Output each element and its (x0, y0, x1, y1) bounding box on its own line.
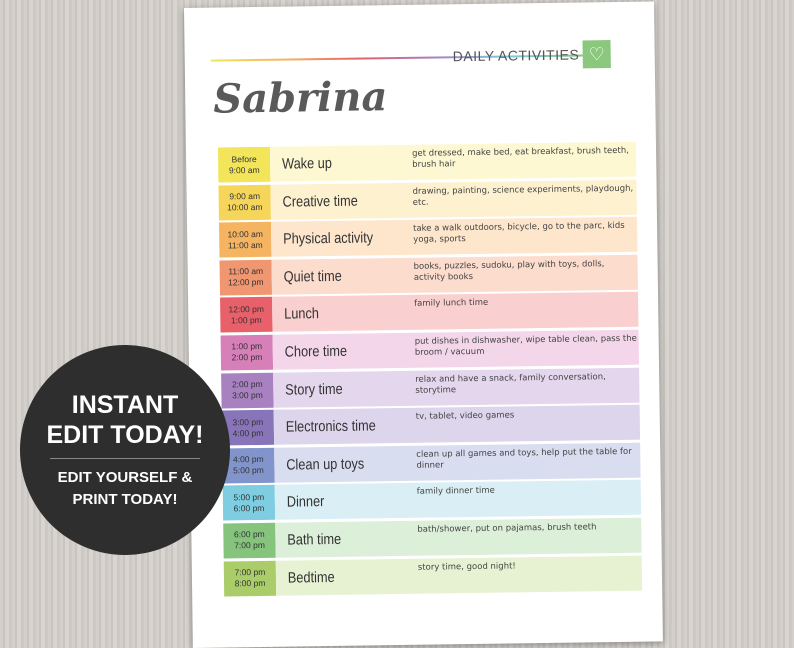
time-cell: 1:00 pm 2:00 pm (220, 334, 274, 371)
time-from: 10:00 am (227, 228, 263, 240)
table-row: 10:00 am 11:00 am Physical activity take… (219, 216, 638, 258)
time-from: Before (231, 153, 257, 164)
page-title: DAILY ACTIVITIES (452, 46, 580, 65)
time-cell: 9:00 am 10:00 am (218, 184, 271, 221)
activity-name: Creative time (282, 192, 358, 211)
time-to: 5:00 pm (233, 465, 264, 476)
time-cell: 5:00 pm 6:00 pm (222, 485, 276, 521)
time-from: 12:00 pm (228, 303, 264, 315)
activity-name: Clean up toys (286, 455, 365, 474)
table-row: 4:00 pm 5:00 pm Clean up toys clean up a… (222, 442, 641, 484)
activity-description: story time, good night! (417, 560, 516, 573)
table-row: 3:00 pm 4:00 pm Electronics time tv, tab… (221, 404, 641, 446)
activity-name: Bath time (287, 530, 342, 549)
activity-name: Story time (285, 380, 343, 399)
table-row: 9:00 am 10:00 am Creative time drawing, … (218, 179, 637, 221)
activity-description: family lunch time (414, 298, 489, 310)
badge-line: EDIT TODAY! (46, 420, 204, 449)
time-cell: 6:00 pm 7:00 pm (223, 522, 276, 559)
activity-name: Quiet time (283, 267, 342, 286)
table-row: Before 9:00 am Wake up get dressed, make… (217, 141, 637, 183)
activity-name: Lunch (284, 305, 320, 324)
activity-description: drawing, painting, science experiments, … (412, 183, 634, 208)
table-row: 11:00 am 12:00 pm Quiet time books, puzz… (219, 254, 638, 296)
activity-description: take a walk outdoors, bicycle, go to the… (413, 221, 625, 246)
activity-description: bath/shower, put on pajamas, brush teeth (417, 522, 597, 535)
time-to: 8:00 pm (234, 577, 266, 589)
time-to: 3:00 pm (231, 390, 263, 401)
time-from: 7:00 pm (234, 566, 266, 578)
time-to: 4:00 pm (232, 427, 264, 439)
activity-name: Electronics time (285, 417, 376, 436)
time-cell: 10:00 am 11:00 am (219, 221, 272, 258)
activity-name: Bedtime (287, 568, 335, 587)
time-cell: 7:00 pm 8:00 pm (223, 560, 277, 597)
time-cell: 11:00 am 12:00 pm (219, 259, 273, 296)
activity-list: Before 9:00 am Wake up get dressed, make… (217, 141, 643, 599)
time-from: 6:00 pm (233, 529, 265, 540)
activity-description: family dinner time (416, 486, 495, 498)
time-cell: 2:00 pm 3:00 pm (221, 372, 274, 409)
badge-line: INSTANT (71, 390, 179, 419)
table-row: 1:00 pm 2:00 pm Chore time put dishes in… (220, 329, 640, 371)
time-from: 3:00 pm (232, 416, 264, 428)
activity-name: Physical activity (283, 229, 374, 248)
table-row: 2:00 pm 3:00 pm Story time relax and hav… (221, 367, 640, 409)
schedule-page: DAILY ACTIVITIES ♡ Sabrina Before 9:00 a… (184, 1, 663, 648)
time-from: 11:00 am (228, 266, 264, 277)
activity-name: Chore time (284, 342, 348, 361)
time-from: 9:00 am (229, 191, 261, 202)
instant-edit-badge: INSTANT EDIT TODAY! EDIT YOURSELF & PRIN… (20, 345, 230, 555)
activity-name: Wake up (281, 154, 333, 173)
time-to: 10:00 am (226, 202, 263, 213)
time-from: 1:00 pm (231, 341, 263, 352)
time-to: 11:00 am (227, 239, 263, 251)
activity-name: Dinner (286, 493, 325, 511)
heart-icon: ♡ (582, 40, 611, 69)
child-name: Sabrina (212, 73, 388, 123)
table-row: 12:00 pm 1:00 pm Lunch family lunch time (220, 292, 639, 333)
time-cell: Before 9:00 am (217, 146, 271, 183)
badge-divider (50, 457, 200, 459)
table-row: 7:00 pm 8:00 pm Bedtime story time, good… (223, 555, 643, 597)
time-cell: 4:00 pm 5:00 pm (222, 447, 275, 484)
activity-description: get dressed, make bed, eat breakfast, br… (411, 145, 629, 170)
table-row: 5:00 pm 6:00 pm Dinner family dinner tim… (222, 480, 642, 521)
activity-description: put dishes in dishwasher, wipe table cle… (414, 333, 637, 358)
activity-description: relax and have a snack, family conversat… (415, 371, 606, 396)
time-to: 2:00 pm (231, 352, 263, 363)
activity-description: books, puzzles, sudoku, play with toys, … (413, 258, 605, 283)
time-to: 9:00 am (228, 164, 260, 175)
table-row: 6:00 pm 7:00 pm Bath time bath/shower, p… (223, 517, 642, 559)
time-to: 1:00 pm (230, 314, 262, 326)
activity-description: tv, tablet, video games (415, 410, 515, 422)
time-from: 2:00 pm (231, 379, 263, 390)
activity-description: clean up all games and toys, help put th… (416, 446, 632, 471)
time-from: 5:00 pm (233, 491, 265, 503)
time-to: 12:00 pm (228, 277, 264, 288)
badge-line: PRINT TODAY! (72, 490, 178, 508)
time-cell: 12:00 pm 1:00 pm (220, 297, 273, 333)
time-to: 7:00 pm (234, 540, 265, 551)
time-to: 6:00 pm (233, 502, 265, 514)
badge-line: EDIT YOURSELF & (57, 468, 193, 486)
time-from: 4:00 pm (232, 454, 264, 465)
